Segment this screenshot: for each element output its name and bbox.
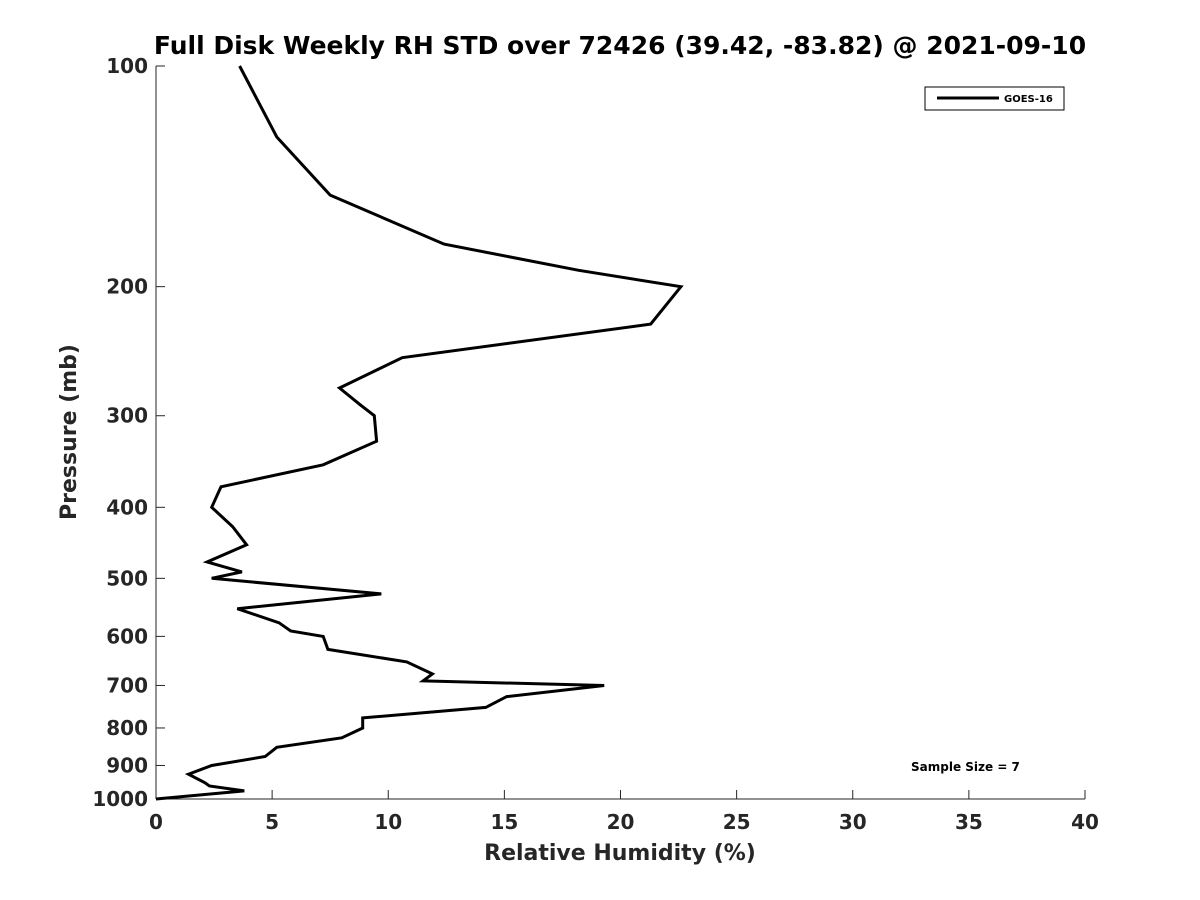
y-tick-label: 400: [106, 495, 148, 519]
x-tick-label: 15: [490, 810, 518, 834]
chart-title: Full Disk Weekly RH STD over 72426 (39.4…: [154, 31, 1086, 60]
y-tick-label: 200: [106, 275, 148, 299]
y-axis-label: Pressure (mb): [57, 344, 82, 520]
x-tick-label: 35: [955, 810, 983, 834]
x-tick-label: 25: [723, 810, 751, 834]
y-tick-label: 900: [106, 753, 148, 777]
y-tick-label: 600: [106, 624, 148, 648]
legend: GOES-16: [924, 86, 1065, 111]
x-tick-label: 10: [374, 810, 402, 834]
y-tick-label: 1000: [92, 787, 148, 811]
legend-label: GOES-16: [1004, 94, 1053, 105]
y-ticks: 100 200 300 400 500 600 700 800 900 1000: [92, 54, 165, 811]
x-tick-label: 20: [607, 810, 635, 834]
sample-size-annotation: Sample Size = 7: [911, 760, 1020, 774]
x-ticks: 0 5 10 15 20 25 30 35 40: [149, 790, 1099, 834]
x-tick-label: 30: [839, 810, 867, 834]
x-tick-label: 0: [149, 810, 163, 834]
series-line-goes-16: [155, 65, 684, 801]
y-tick-label: 800: [106, 716, 148, 740]
x-tick-label: 5: [265, 810, 279, 834]
x-tick-label: 40: [1071, 810, 1099, 834]
plot-axes: [155, 66, 1085, 800]
y-tick-label: 100: [106, 54, 148, 78]
x-axis-label: Relative Humidity (%): [484, 841, 756, 866]
y-tick-label: 300: [106, 404, 148, 428]
y-tick-label: 700: [106, 673, 148, 697]
y-tick-label: 500: [106, 566, 148, 590]
series-layer: [155, 65, 684, 801]
